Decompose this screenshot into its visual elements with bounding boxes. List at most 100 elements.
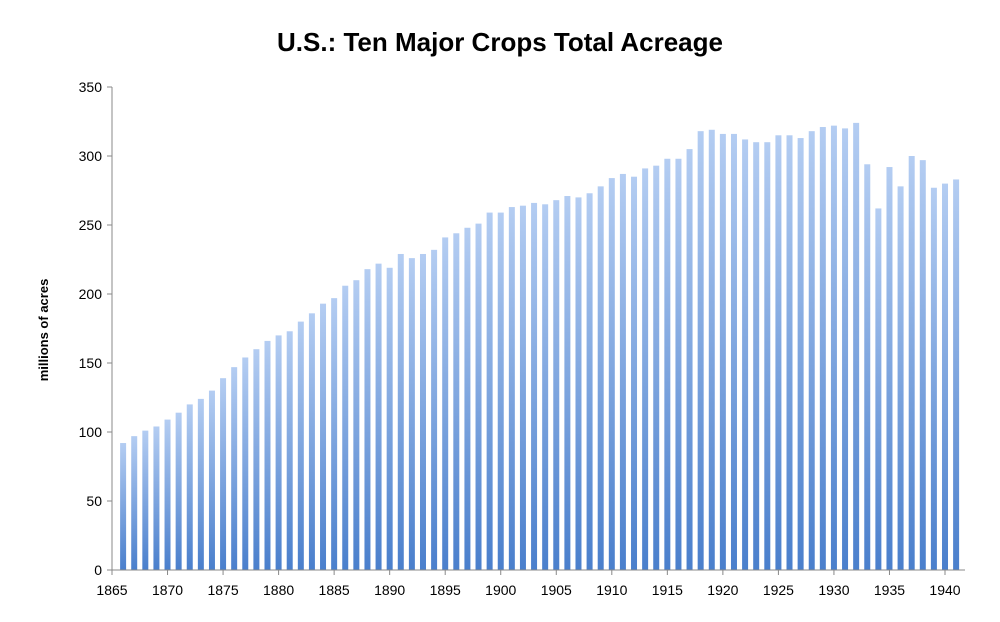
bar-1889 — [375, 263, 382, 570]
bar-1932 — [853, 122, 860, 570]
bar-1899 — [486, 212, 493, 570]
bar-1917 — [686, 149, 693, 570]
y-tick-label: 50 — [86, 493, 102, 509]
bar-1940 — [942, 183, 949, 570]
bar-1893 — [419, 253, 426, 571]
bar-1874 — [208, 390, 215, 570]
bar-1910 — [608, 178, 615, 570]
bar-1876 — [231, 367, 238, 570]
bar-1871 — [175, 412, 182, 570]
x-tick-label: 1930 — [818, 582, 849, 598]
bar-1883 — [308, 313, 315, 570]
bar-1870 — [164, 419, 171, 570]
chart-title: U.S.: Ten Major Crops Total Acreage — [277, 27, 723, 57]
x-tick-label: 1940 — [929, 582, 960, 598]
bar-1878 — [253, 349, 260, 570]
bar-1894 — [431, 249, 438, 570]
bar-1928 — [808, 131, 815, 570]
bar-1902 — [519, 205, 526, 570]
bar-1918 — [697, 131, 704, 570]
bar-1885 — [331, 298, 338, 570]
bar-1879 — [264, 340, 271, 570]
bar-1922 — [742, 139, 749, 570]
bar-1866 — [120, 443, 127, 570]
bar-1884 — [320, 303, 327, 570]
y-tick-label: 0 — [94, 562, 102, 578]
bar-1867 — [131, 436, 138, 570]
bars — [120, 122, 960, 571]
y-axis: 0 50 100 150 200 250 300 350 — [79, 79, 112, 578]
bar-1919 — [708, 129, 715, 570]
x-tick-label: 1865 — [96, 582, 127, 598]
bar-1906 — [564, 196, 571, 570]
bar-1939 — [930, 187, 937, 571]
bar-1933 — [864, 164, 871, 570]
bar-1935 — [886, 167, 893, 571]
bar-1897 — [464, 227, 471, 570]
bar-1887 — [353, 280, 360, 570]
bar-1886 — [342, 285, 349, 570]
bar-1934 — [875, 208, 882, 570]
bar-1901 — [508, 207, 515, 570]
y-tick-label: 250 — [79, 217, 103, 233]
bar-1926 — [786, 135, 793, 571]
x-tick-label: 1875 — [207, 582, 238, 598]
bar-1898 — [475, 223, 482, 570]
y-tick-label: 300 — [79, 148, 103, 164]
bar-1868 — [142, 430, 149, 570]
bar-1905 — [553, 200, 560, 570]
x-tick-label: 1935 — [874, 582, 905, 598]
bar-1907 — [575, 197, 582, 570]
y-tick-label: 200 — [79, 286, 103, 302]
bar-1891 — [397, 253, 404, 571]
bar-1921 — [730, 133, 737, 571]
bar-1888 — [364, 269, 371, 570]
bar-1873 — [197, 398, 204, 570]
x-tick-label: 1890 — [374, 582, 405, 598]
bar-1892 — [408, 258, 415, 570]
bar-1914 — [653, 165, 660, 570]
bar-1908 — [586, 193, 593, 570]
bar-1882 — [297, 321, 304, 570]
bar-1903 — [531, 202, 538, 571]
bar-1881 — [286, 331, 293, 570]
bar-1936 — [897, 186, 904, 571]
bar-1925 — [775, 135, 782, 571]
bar-1880 — [275, 335, 282, 570]
x-tick-label: 1920 — [707, 582, 738, 598]
x-tick-label: 1870 — [152, 582, 183, 598]
bar-1875 — [220, 378, 227, 570]
x-axis: 1865 1870 1875 1880 1885 1890 1895 1900 1905 1910… — [96, 570, 961, 598]
y-tick-label: 150 — [79, 355, 103, 371]
y-axis-label: millions of acres — [36, 279, 51, 382]
bar-1916 — [675, 158, 682, 570]
bar-1872 — [186, 404, 193, 570]
y-tick-label: 100 — [79, 424, 103, 440]
bar-1909 — [597, 186, 604, 571]
bar-1904 — [542, 204, 549, 571]
bar-1915 — [664, 158, 671, 570]
x-tick-label: 1880 — [263, 582, 294, 598]
bar-1900 — [497, 212, 504, 570]
bar-1920 — [719, 133, 726, 571]
bar-1924 — [764, 142, 771, 570]
bar-1937 — [908, 156, 915, 570]
bar-1927 — [797, 138, 804, 570]
bar-1923 — [753, 142, 760, 570]
x-tick-label: 1915 — [652, 582, 683, 598]
bar-1877 — [242, 357, 249, 570]
bar-1929 — [819, 127, 826, 571]
bar-1895 — [442, 237, 449, 571]
bar-1890 — [386, 267, 393, 570]
bar-1931 — [842, 128, 849, 570]
bar-1911 — [619, 173, 626, 570]
bar-1930 — [830, 125, 837, 570]
y-tick-label: 350 — [79, 79, 103, 95]
bar-1869 — [153, 426, 160, 570]
x-tick-label: 1900 — [485, 582, 516, 598]
x-tick-label: 1905 — [541, 582, 572, 598]
bar-1913 — [642, 168, 649, 571]
bar-1938 — [919, 160, 926, 570]
